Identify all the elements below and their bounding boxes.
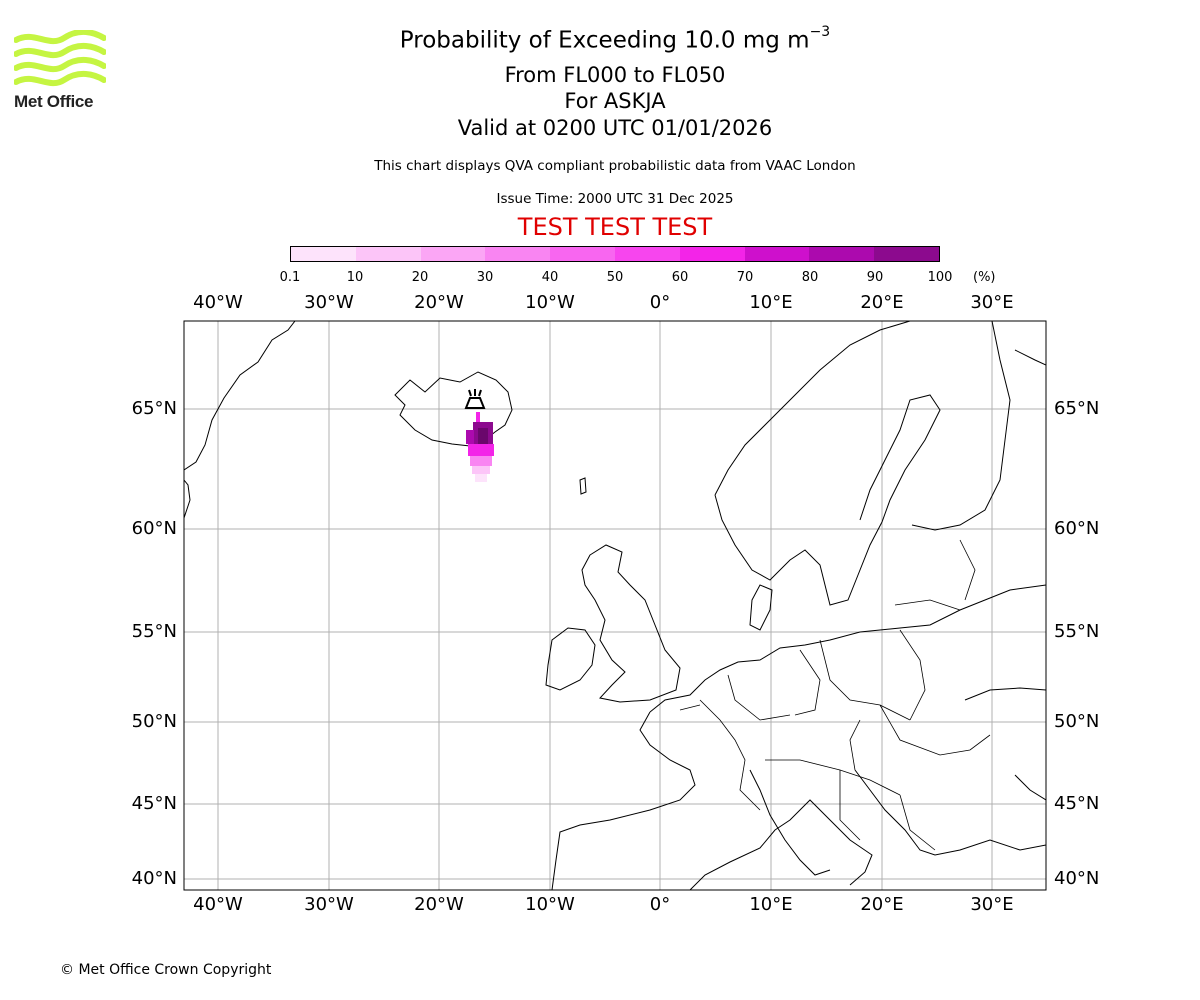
- colorbar-tick: 50: [606, 270, 624, 285]
- colorbar-bin: [679, 247, 745, 261]
- lon-label-top: 40°W: [193, 292, 243, 313]
- lat-label-right: 55°N: [1054, 621, 1100, 642]
- lat-label-left: 65°N: [131, 398, 177, 419]
- colorbar-bin: [874, 247, 939, 261]
- graticule: [184, 321, 1046, 890]
- colorbar-bin: [744, 247, 810, 261]
- colorbar-bin: [291, 247, 356, 261]
- lon-label-top: 30°W: [304, 292, 354, 313]
- lat-label-right: 40°N: [1054, 868, 1100, 889]
- colorbar-bin: [550, 247, 615, 261]
- lat-label-left: 60°N: [131, 518, 177, 539]
- lat-label-left: 40°N: [131, 868, 177, 889]
- colorbar-tick: 70: [736, 270, 754, 285]
- lon-label-bottom: 10°W: [525, 894, 575, 915]
- colorbar-tick: 100: [927, 270, 953, 285]
- lon-label-bottom: 30°E: [970, 894, 1014, 915]
- lon-label-bottom: 20°E: [860, 894, 904, 915]
- lon-label-top: 20°E: [860, 292, 904, 313]
- lon-label-bottom: 40°W: [193, 894, 243, 915]
- colorbar-tick: 90: [866, 270, 884, 285]
- lat-label-left: 50°N: [131, 711, 177, 732]
- lon-label-top: 10°E: [749, 292, 793, 313]
- map-frame: [183, 320, 1047, 891]
- test-banner: TEST TEST TEST: [517, 213, 713, 241]
- colorbar-tick: 80: [801, 270, 819, 285]
- issue-time: Issue Time: 2000 UTC 31 Dec 2025: [496, 191, 734, 207]
- lon-label-top: 0°: [649, 292, 671, 313]
- colorbar-tick: 10: [346, 270, 364, 285]
- lon-label-top: 10°W: [525, 292, 575, 313]
- colorbar: [290, 246, 940, 262]
- lon-label-bottom: 0°: [649, 894, 671, 915]
- colorbar-bin: [809, 247, 875, 261]
- copyright: © Met Office Crown Copyright: [60, 962, 272, 978]
- colorbar-tick: 20: [411, 270, 429, 285]
- lon-label-bottom: 10°E: [749, 894, 793, 915]
- colorbar-bin: [614, 247, 680, 261]
- data-note: This chart displays QVA compliant probab…: [374, 158, 856, 174]
- colorbar-tick: 60: [671, 270, 689, 285]
- lon-label-bottom: 30°W: [304, 894, 354, 915]
- lat-label-right: 60°N: [1054, 518, 1100, 539]
- colorbar-bin: [485, 247, 551, 261]
- volcano-icon: [464, 389, 486, 409]
- lat-label-right: 50°N: [1054, 711, 1100, 732]
- lon-label-top: 30°E: [970, 292, 1014, 313]
- lat-label-right: 45°N: [1054, 793, 1100, 814]
- coastlines: [184, 321, 1046, 890]
- colorbar-bin: [355, 247, 421, 261]
- logo-text: Met Office: [14, 92, 94, 111]
- lat-label-right: 65°N: [1054, 398, 1100, 419]
- title-exponent: −3: [809, 24, 831, 40]
- colorbar-tick: 0.1: [279, 270, 301, 285]
- valid-time: Valid at 0200 UTC 01/01/2026: [457, 116, 773, 140]
- flight-levels: From FL000 to FL050: [504, 63, 726, 87]
- colorbar-tick: 30: [476, 270, 494, 285]
- lat-label-left: 45°N: [131, 793, 177, 814]
- ash-probability-plume: [466, 412, 494, 482]
- colorbar-unit: (%): [973, 270, 996, 285]
- lon-label-top: 20°W: [414, 292, 464, 313]
- met-office-logo: [14, 30, 106, 87]
- lon-label-bottom: 20°W: [414, 894, 464, 915]
- colorbar-tick: 40: [541, 270, 559, 285]
- country-borders: [679, 539, 991, 851]
- volcano-name: For ASKJA: [564, 89, 666, 113]
- lat-label-left: 55°N: [131, 621, 177, 642]
- chart-title: Probability of Exceeding 10.0 mg m−3: [399, 24, 831, 54]
- colorbar-bin: [420, 247, 486, 261]
